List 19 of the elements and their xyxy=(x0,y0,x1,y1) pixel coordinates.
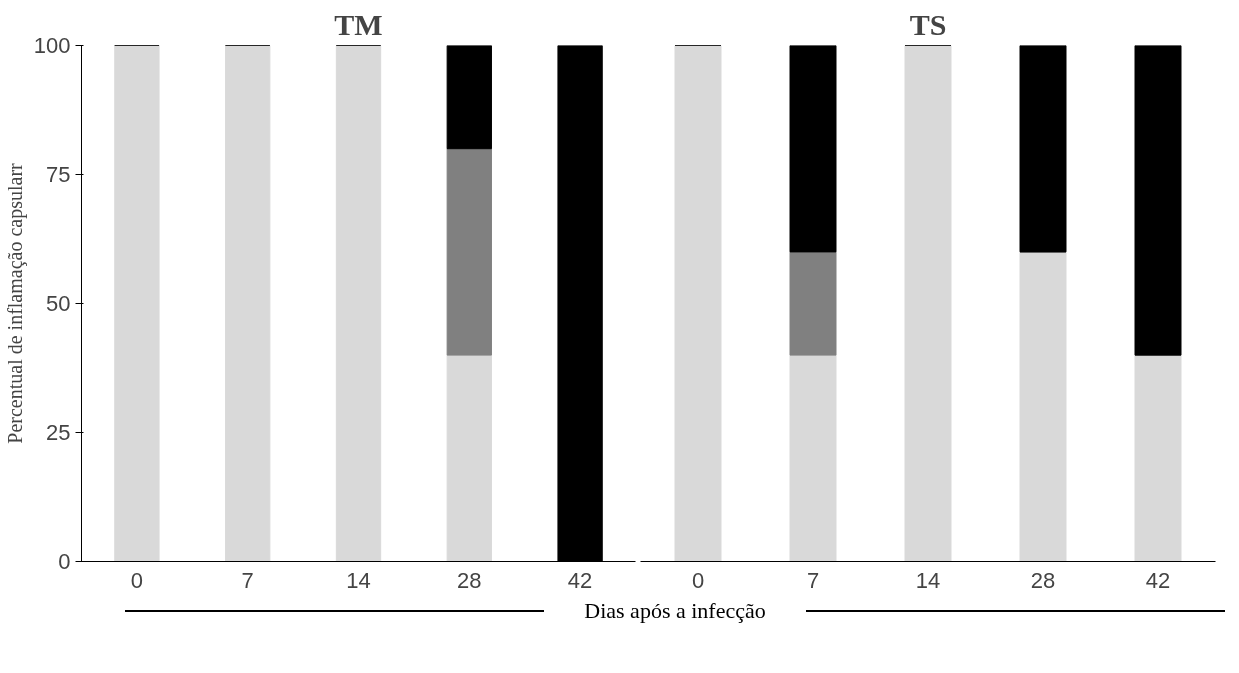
x-tick-label: 0 xyxy=(691,567,705,593)
x-tick-label: 0 xyxy=(130,567,144,593)
chart-title: TS xyxy=(909,7,947,41)
x-tick-label: 42 xyxy=(567,567,593,593)
x-tick-label: 28 xyxy=(1030,567,1056,593)
x-tick-label: 14 xyxy=(915,567,941,593)
chart-title: TM xyxy=(334,7,383,41)
x-tick-label: 7 xyxy=(806,567,820,593)
x-tick-label: 14 xyxy=(346,567,371,593)
y-axis-title: Percentual de inflamação capsularr xyxy=(3,162,27,444)
y-tick-label: 25 xyxy=(46,420,71,445)
y-tick-label: 100 xyxy=(33,33,71,58)
x-tick-label: 42 xyxy=(1145,567,1171,593)
x-axis-title: Dias após a infecção xyxy=(584,597,766,625)
x-tick-label: 7 xyxy=(241,567,254,593)
y-tick-label: 50 xyxy=(46,291,71,316)
y-tick-label: 0 xyxy=(58,549,71,574)
y-tick-label: 75 xyxy=(46,162,71,187)
x-tick-label: 28 xyxy=(457,567,482,593)
